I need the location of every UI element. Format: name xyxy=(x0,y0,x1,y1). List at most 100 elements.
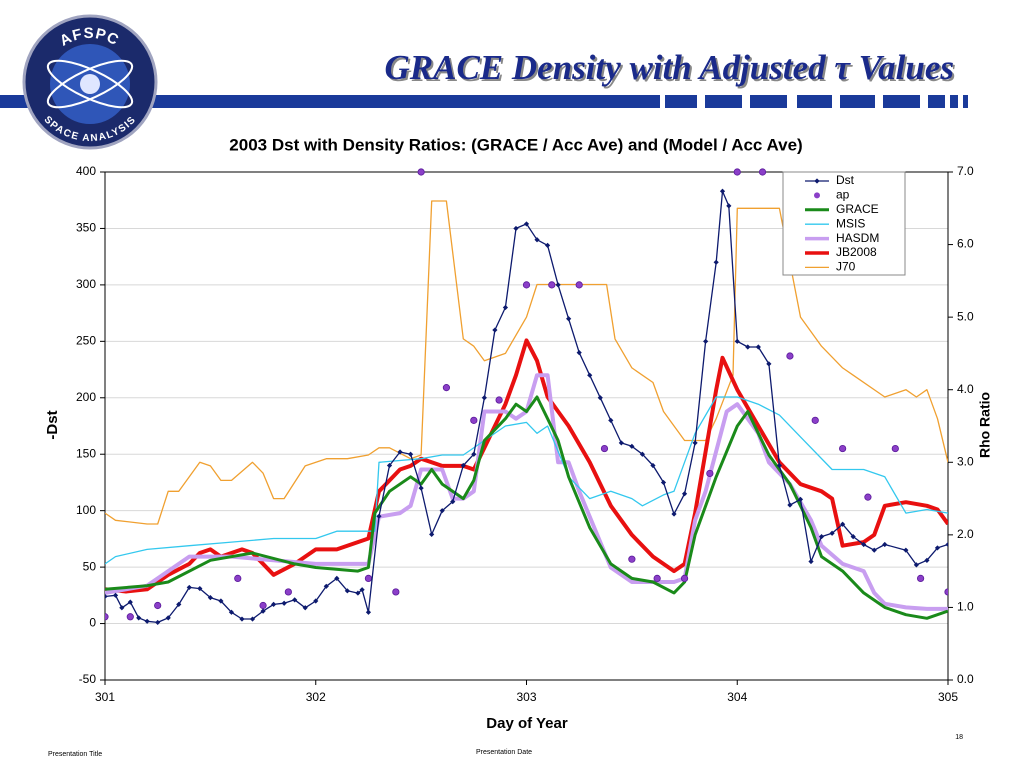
point-marker xyxy=(127,599,133,605)
point-marker xyxy=(376,513,382,519)
x-tick-label: 305 xyxy=(938,690,958,704)
y-axis-title: -Dst xyxy=(44,410,61,439)
point-marker xyxy=(913,562,919,568)
point-marker xyxy=(829,530,835,536)
point-marker xyxy=(155,619,161,626)
point-marker xyxy=(692,440,698,446)
legend-label: ap xyxy=(836,188,850,202)
series-line xyxy=(105,373,948,611)
x-axis-title: Day of Year xyxy=(486,715,568,732)
point-marker xyxy=(126,613,134,621)
point-marker xyxy=(555,282,561,288)
point-marker xyxy=(284,588,292,596)
page-number: 18 xyxy=(955,734,963,741)
x-tick-label: 302 xyxy=(306,690,326,704)
point-marker xyxy=(112,592,119,598)
point-marker xyxy=(713,259,719,265)
y2-tick-label: 5.0 xyxy=(957,309,974,323)
point-marker xyxy=(334,575,340,581)
point-marker xyxy=(502,304,509,311)
point-marker xyxy=(313,598,319,604)
point-marker xyxy=(597,395,603,401)
point-marker xyxy=(176,601,182,607)
legend-label: HASDM xyxy=(836,231,879,245)
point-marker xyxy=(481,395,487,401)
point-marker xyxy=(392,588,400,596)
point-marker xyxy=(797,496,804,502)
point-marker xyxy=(882,541,888,548)
y-tick-label: 300 xyxy=(76,277,96,291)
point-marker xyxy=(608,417,614,423)
legend-marker xyxy=(814,178,820,184)
point-marker xyxy=(575,281,583,289)
y-tick-label: 0 xyxy=(89,616,96,630)
point-marker xyxy=(660,479,667,486)
point-marker xyxy=(323,583,329,589)
point-marker xyxy=(786,352,794,360)
x-tick-label: 301 xyxy=(95,690,115,704)
point-marker xyxy=(745,344,751,350)
point-marker xyxy=(105,613,109,621)
x-tick-label: 303 xyxy=(516,690,536,704)
point-marker xyxy=(271,601,277,607)
series-line xyxy=(105,338,948,594)
legend-label: Dst xyxy=(836,173,855,187)
point-marker xyxy=(144,618,150,624)
point-marker xyxy=(260,608,266,614)
y-tick-label: 200 xyxy=(76,390,96,404)
point-marker xyxy=(703,338,709,344)
point-marker xyxy=(302,605,308,611)
slide-title: GRACE Density with Adjusted τ Values xyxy=(384,48,954,87)
point-marker xyxy=(864,493,872,501)
y2-tick-label: 3.0 xyxy=(957,454,974,468)
point-marker xyxy=(548,281,556,289)
point-marker xyxy=(680,574,689,583)
footer-title: Presentation Title xyxy=(48,751,102,758)
point-marker xyxy=(650,462,656,469)
point-marker xyxy=(653,574,661,583)
point-marker xyxy=(544,242,551,248)
point-marker xyxy=(186,584,192,591)
point-marker xyxy=(397,449,403,455)
series-line xyxy=(105,395,948,620)
point-marker xyxy=(154,601,162,610)
legend-label: GRACE xyxy=(836,202,879,216)
point-marker xyxy=(136,615,142,621)
point-marker xyxy=(439,508,445,514)
point-marker xyxy=(629,443,635,449)
y-tick-label: 50 xyxy=(83,559,97,573)
y2-tick-label: 4.0 xyxy=(957,382,974,396)
legend-box xyxy=(782,171,906,276)
point-marker xyxy=(522,281,531,289)
point-marker xyxy=(344,588,350,594)
series-layer xyxy=(105,168,948,626)
point-marker xyxy=(917,574,925,583)
y-tick-label: 150 xyxy=(76,446,96,460)
point-marker xyxy=(495,396,503,404)
y2-tick-label: 0.0 xyxy=(957,672,974,686)
point-marker xyxy=(281,600,287,606)
series-line xyxy=(105,200,948,525)
point-marker xyxy=(450,499,456,505)
point-marker xyxy=(891,444,899,453)
legend-swatch xyxy=(814,192,820,199)
x-tick-label: 304 xyxy=(727,690,747,704)
point-marker xyxy=(218,598,224,604)
point-marker xyxy=(944,588,948,596)
point-marker xyxy=(681,491,688,497)
y2-tick-label: 1.0 xyxy=(957,600,974,614)
point-marker xyxy=(207,594,213,601)
y2-tick-label: 2.0 xyxy=(957,527,974,541)
point-marker xyxy=(945,541,948,548)
y-tick-label: 400 xyxy=(76,164,96,178)
point-marker xyxy=(839,444,847,453)
point-marker xyxy=(566,316,572,322)
title-shadow: GRACE Density with Adjusted τ Values xyxy=(386,50,956,89)
point-marker xyxy=(587,372,593,378)
plot-border xyxy=(104,171,949,681)
legend-label: JB2008 xyxy=(836,245,877,259)
point-marker xyxy=(811,416,819,424)
y2-tick-label: 6.0 xyxy=(957,237,974,251)
